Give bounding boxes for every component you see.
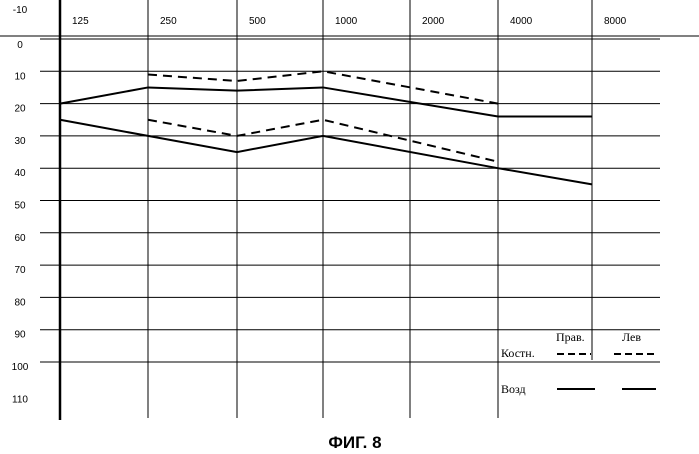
y-tick-label: 30 [14, 136, 26, 147]
y-tick-label: 0 [17, 40, 23, 51]
y-tick-label: 100 [12, 362, 29, 373]
y-tick-label: 20 [14, 104, 26, 115]
x-tick-label: 500 [249, 16, 266, 27]
y-tick-label: 70 [14, 265, 26, 276]
y-tick-label: 50 [14, 201, 26, 212]
grid [0, 0, 699, 420]
x-tick-label: 1000 [335, 16, 358, 27]
x-tick-label: 250 [160, 16, 177, 27]
legend: Прав. Лев Костн. Возд [501, 330, 656, 396]
legend-header-left: Лев [622, 330, 641, 344]
y-tick-label: -10 [13, 5, 28, 16]
x-tick-label: 8000 [604, 16, 627, 27]
y-tick-label: 60 [14, 233, 26, 244]
y-tick-label: 110 [12, 394, 28, 405]
y-tick-label: 90 [14, 330, 26, 341]
series-solid-line-3 [60, 87, 592, 116]
figure-caption: ФИГ. 8 [328, 433, 381, 452]
legend-label-air: Возд [501, 382, 526, 396]
y-tick-label: 10 [14, 71, 26, 82]
legend-label-bone: Костн. [501, 346, 535, 360]
x-tick-label: 125 [72, 16, 89, 27]
series-solid-line-4 [60, 120, 592, 185]
x-tick-label: 2000 [422, 16, 445, 27]
x-tick-label: 4000 [510, 16, 533, 27]
y-tick-label: 40 [14, 168, 26, 179]
series-group [60, 71, 592, 184]
legend-header-right: Прав. [556, 330, 585, 344]
y-tick-label: 80 [14, 297, 26, 308]
